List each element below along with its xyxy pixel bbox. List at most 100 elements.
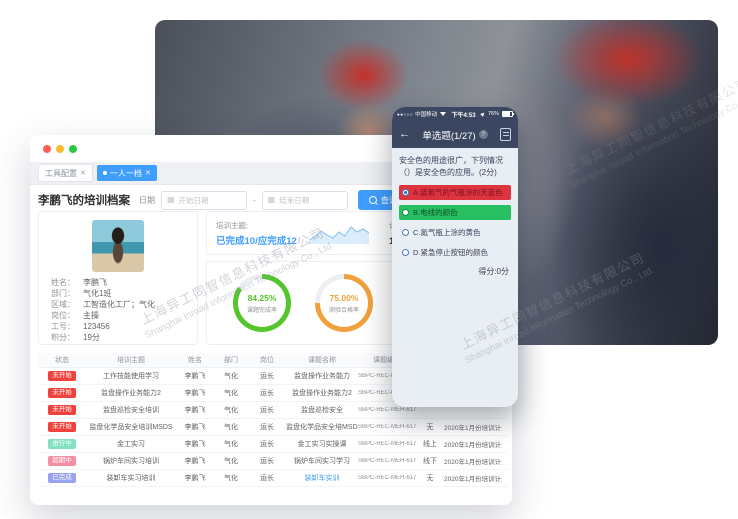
topic-block: 培训主题: 已完成10/应完成12	[216, 220, 297, 247]
signal-strength-icon: ●●○○○	[397, 111, 414, 117]
name-cell: 李鹏飞	[184, 407, 206, 414]
action-link[interactable]: 取消	[502, 456, 508, 466]
wifi-icon	[440, 112, 447, 116]
name-cell: 李鹏飞	[184, 475, 206, 482]
mode-cell: 无	[426, 424, 434, 431]
question-text: 安全色的用途很广，下列情况（）是安全色的应用。(2分)	[399, 156, 503, 177]
option-a[interactable]: A.装氧气的气瓶涂的天蓝色	[399, 185, 511, 200]
minimize-window-icon[interactable]	[56, 145, 64, 153]
column-header: 状态	[55, 357, 69, 364]
start-date-input[interactable]: ▦ 开始日期	[161, 190, 247, 210]
course-code-cell: SBPC-REC-MEH-617	[358, 373, 416, 379]
course-cell: 锅炉车间实习学习	[294, 458, 350, 465]
tab-bar: 工具配置 ✕ 一人一档 ✕	[30, 162, 512, 185]
close-window-icon[interactable]	[43, 145, 51, 153]
option-b-text: B.电线的颜色	[413, 208, 458, 217]
profile-field-row: 工号： 123456	[51, 321, 185, 332]
close-tab-icon[interactable]: ✕	[144, 170, 151, 177]
pass-rate-value: 75.00%	[329, 292, 359, 303]
phone-quiz-screen: ●●○○○ 中国移动 下午4:53 76% ← 单选题(1/27) ? 安全色的…	[392, 107, 518, 407]
topic-cell: 监盘操作业务能力2	[101, 390, 161, 397]
tab-person-archive[interactable]: 一人一档 ✕	[96, 165, 157, 181]
post-cell: 运长	[260, 441, 274, 448]
dept-cell: 气化	[224, 390, 238, 397]
status-badge: 进行中	[48, 438, 76, 450]
post-cell: 运长	[260, 475, 274, 482]
post-cell: 运长	[260, 373, 274, 380]
calendar-icon: ▦	[167, 195, 175, 204]
help-icon[interactable]: ?	[478, 130, 488, 139]
post-cell: 运长	[260, 407, 274, 414]
profile-field-row: 部门： 气化1班	[51, 288, 185, 299]
donut-text: 75.00% 测验合格率	[315, 274, 373, 332]
dept-cell: 气化	[224, 373, 238, 380]
course-link[interactable]: 装卸车实训	[304, 475, 340, 482]
status-cell: 未开始	[38, 404, 86, 416]
action-link[interactable]: 取消	[502, 439, 508, 449]
radio-icon[interactable]	[402, 209, 409, 216]
pass-rate-donut-chart: 75.00% 测验合格率	[315, 274, 373, 332]
donut-text: 84.25% 课题完成率	[233, 274, 291, 332]
post-cell: 运长	[260, 458, 274, 465]
field-value: 19分	[83, 333, 100, 342]
options-list: A.装氧气的气瓶涂的天蓝色 B.电线的颜色 C.氮气瓶上涂的黄色 D.紧急停止按…	[399, 185, 511, 260]
radio-selected-icon[interactable]	[402, 189, 409, 196]
table-row: 进行中 金工实习 李鹏飞 气化 运长 金工实习实操课 SBPC-REC-MEH-617 线上 2…	[38, 436, 508, 453]
action-link[interactable]: 查看	[502, 422, 508, 432]
maximize-window-icon[interactable]	[69, 145, 77, 153]
location-icon	[480, 111, 486, 117]
back-arrow-icon[interactable]: ←	[399, 128, 410, 140]
end-date-input[interactable]: ▦ 结束日期	[261, 190, 348, 210]
active-tab-dot-icon	[102, 171, 107, 175]
topic-cell: 监盘巡检安全培训	[103, 407, 159, 414]
status-badge: 未开始	[48, 421, 76, 433]
calendar-icon: ▦	[267, 195, 276, 204]
plan-cell: 2020年1月份培训计划	[444, 442, 502, 449]
close-tab-icon[interactable]: ✕	[80, 170, 86, 177]
completion-rate-label: 课题完成率	[246, 307, 277, 314]
course-code-cell: SBPC-REC-MEH-617	[358, 441, 416, 447]
start-date-placeholder: 开始日期	[178, 195, 209, 205]
name-cell: 李鹏飞	[184, 441, 206, 448]
date-label: 日期	[139, 195, 155, 205]
option-d[interactable]: D.紧急停止按钮的颜色	[399, 245, 511, 260]
topic-cell: 装卸车实习培训	[106, 475, 156, 482]
plan-cell: 2020年1月份培训计划	[444, 459, 502, 466]
radio-icon[interactable]	[402, 229, 409, 236]
status-badge: 超期中	[48, 455, 76, 467]
action-link[interactable]: 取消	[502, 473, 508, 483]
trend-sparkline	[308, 226, 369, 244]
table-row: 未开始 监盘巡检安全培训 李鹏飞 气化 运长 监盘巡检安全 SBPC-REC-MEH-617	[38, 402, 508, 419]
course-code-cell: SBPC-REC-MEH-617	[358, 390, 416, 396]
field-value: 气化1班	[83, 289, 112, 298]
field-label: 姓名：	[51, 278, 75, 287]
status-badge: 未开始	[48, 370, 76, 382]
status-cell: 进行中	[38, 438, 86, 450]
plan-cell: 2020年1月份培训计划	[444, 425, 502, 432]
answer-card-icon[interactable]	[500, 128, 511, 141]
profile-fields: 姓名： 李鹏飞 部门： 气化1班 区域： 工智造化工厂；气化 岗位： 主操 工号： 123456 积…	[39, 277, 197, 343]
tab-label: 工具配置	[45, 168, 77, 178]
tab-tool-config[interactable]: 工具配置 ✕	[38, 164, 93, 182]
pass-rate-label: 测验合格率	[328, 307, 359, 314]
option-b[interactable]: B.电线的颜色	[399, 205, 511, 220]
option-c-text: C.氮气瓶上涂的黄色	[413, 228, 481, 237]
option-c[interactable]: C.氮气瓶上涂的黄色	[399, 225, 511, 240]
profile-field-row: 积分： 19分	[51, 332, 185, 343]
profile-field-row: 姓名： 李鹏飞	[51, 277, 185, 288]
profile-card: 姓名： 李鹏飞 部门： 气化1班 区域： 工智造化工厂；气化 岗位： 主操 工号： 123456 积…	[38, 211, 198, 345]
status-cell: 未开始	[38, 387, 86, 399]
date-range-separator: -	[253, 195, 256, 205]
name-cell: 李鹏飞	[184, 390, 206, 397]
dept-cell: 气化	[224, 475, 238, 482]
score-text: 得分:0分	[478, 267, 509, 276]
dept-cell: 气化	[224, 424, 238, 431]
radio-icon[interactable]	[402, 249, 409, 256]
mode-cell: 无	[426, 475, 434, 482]
tab-label: 一人一档	[109, 168, 142, 178]
table-row: 已完成 装卸车实习培训 李鹏飞 气化 运长 装卸车实训 SBPC-REC-MEH-617 无 2…	[38, 470, 508, 487]
column-header: 培训主题	[117, 357, 145, 364]
carrier-label: 中国移动	[415, 112, 438, 118]
table-row: 未开始 监盘化学品安全培训MSDS 李鹏飞 气化 运长 监盘化学品安全培MSDS SBPC-…	[38, 419, 508, 436]
